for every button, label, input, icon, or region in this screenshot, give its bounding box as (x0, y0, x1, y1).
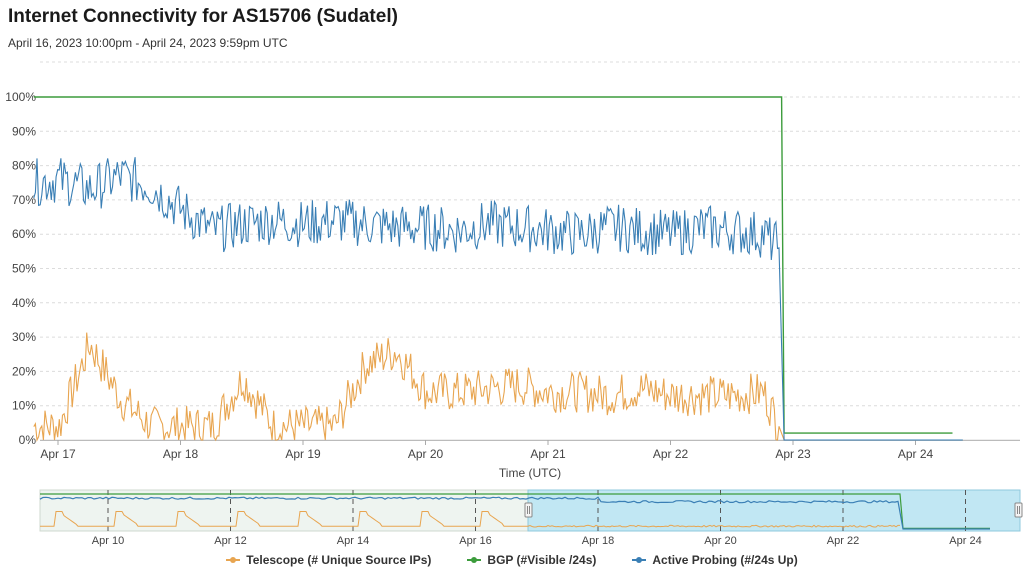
legend: Telescope (# Unique Source IPs) BGP (#Vi… (0, 553, 1024, 567)
x-tick-label: Apr 23 (775, 447, 811, 461)
navigator[interactable]: Apr 10 Apr 12 Apr 14 Apr 16 Apr 18 Apr 20 Apr … (39, 489, 1023, 547)
x-tick-label: Apr 22 (653, 447, 689, 461)
legend-label-bgp: BGP (#Visible /24s) (487, 553, 597, 567)
bgp-swatch-icon (467, 557, 482, 563)
y-tick-label: 90% (12, 124, 36, 138)
legend-item-telescope[interactable]: Telescope (# Unique Source IPs) (226, 553, 431, 567)
x-tick-label: Apr 20 (408, 447, 444, 461)
telescope-line (33, 332, 963, 442)
navigator-tick-label: Apr 22 (827, 535, 859, 547)
legend-label-telescope: Telescope (# Unique Source IPs) (246, 553, 432, 567)
x-tick-label: Apr 21 (530, 447, 566, 461)
navigator-telescope-line (40, 511, 900, 528)
legend-label-active-probing: Active Probing (#/24s Up) (652, 553, 798, 567)
telescope-swatch-icon (226, 557, 241, 563)
navigator-tick-label: Apr 14 (337, 535, 369, 547)
y-tick-label: 60% (12, 227, 36, 241)
navigator-tick-label: Apr 24 (949, 535, 981, 547)
navigator-tick-label: Apr 12 (214, 535, 246, 547)
navigator-tick-label: Apr 18 (582, 535, 614, 547)
navigator-selection (527, 489, 1021, 532)
y-tick-label: 70% (12, 193, 36, 207)
x-tick-label: Apr 24 (898, 447, 934, 461)
x-tick-label: Apr 18 (163, 447, 199, 461)
active-probing-line (33, 157, 963, 441)
y-tick-label: 80% (12, 159, 36, 173)
navigator-bgp-line (40, 493, 990, 529)
navigator-active-probing-line (39, 496, 990, 530)
chart-subtitle: April 16, 2023 10:00pm - April 24, 2023 … (8, 36, 288, 50)
active-probing-swatch-icon (632, 557, 647, 563)
navigator-tick-label: Apr 20 (704, 535, 736, 547)
legend-item-active-probing[interactable]: Active Probing (#/24s Up) (632, 553, 798, 567)
x-tick-label: Apr 17 (40, 447, 76, 461)
y-tick-label: 0% (19, 433, 37, 447)
y-tick-label: 10% (12, 399, 36, 413)
y-tick-label: 40% (12, 296, 36, 310)
y-tick-label: 50% (12, 262, 36, 276)
y-tick-label: 20% (12, 364, 36, 378)
navigator-left-handle[interactable] (524, 502, 533, 518)
y-tick-label: 100% (5, 90, 36, 104)
navigator-tick-label: Apr 10 (92, 535, 124, 547)
bgp-line (33, 96, 953, 434)
navigator-tick-label: Apr 16 (459, 535, 491, 547)
legend-item-bgp[interactable]: BGP (#Visible /24s) (467, 553, 596, 567)
x-axis-label: Time (UTC) (499, 466, 561, 480)
chart-title: Internet Connectivity for AS15706 (Sudat… (8, 6, 398, 27)
y-tick-label: 30% (12, 330, 36, 344)
x-tick-label: Apr 19 (285, 447, 321, 461)
navigator-right-handle[interactable] (1014, 502, 1023, 518)
